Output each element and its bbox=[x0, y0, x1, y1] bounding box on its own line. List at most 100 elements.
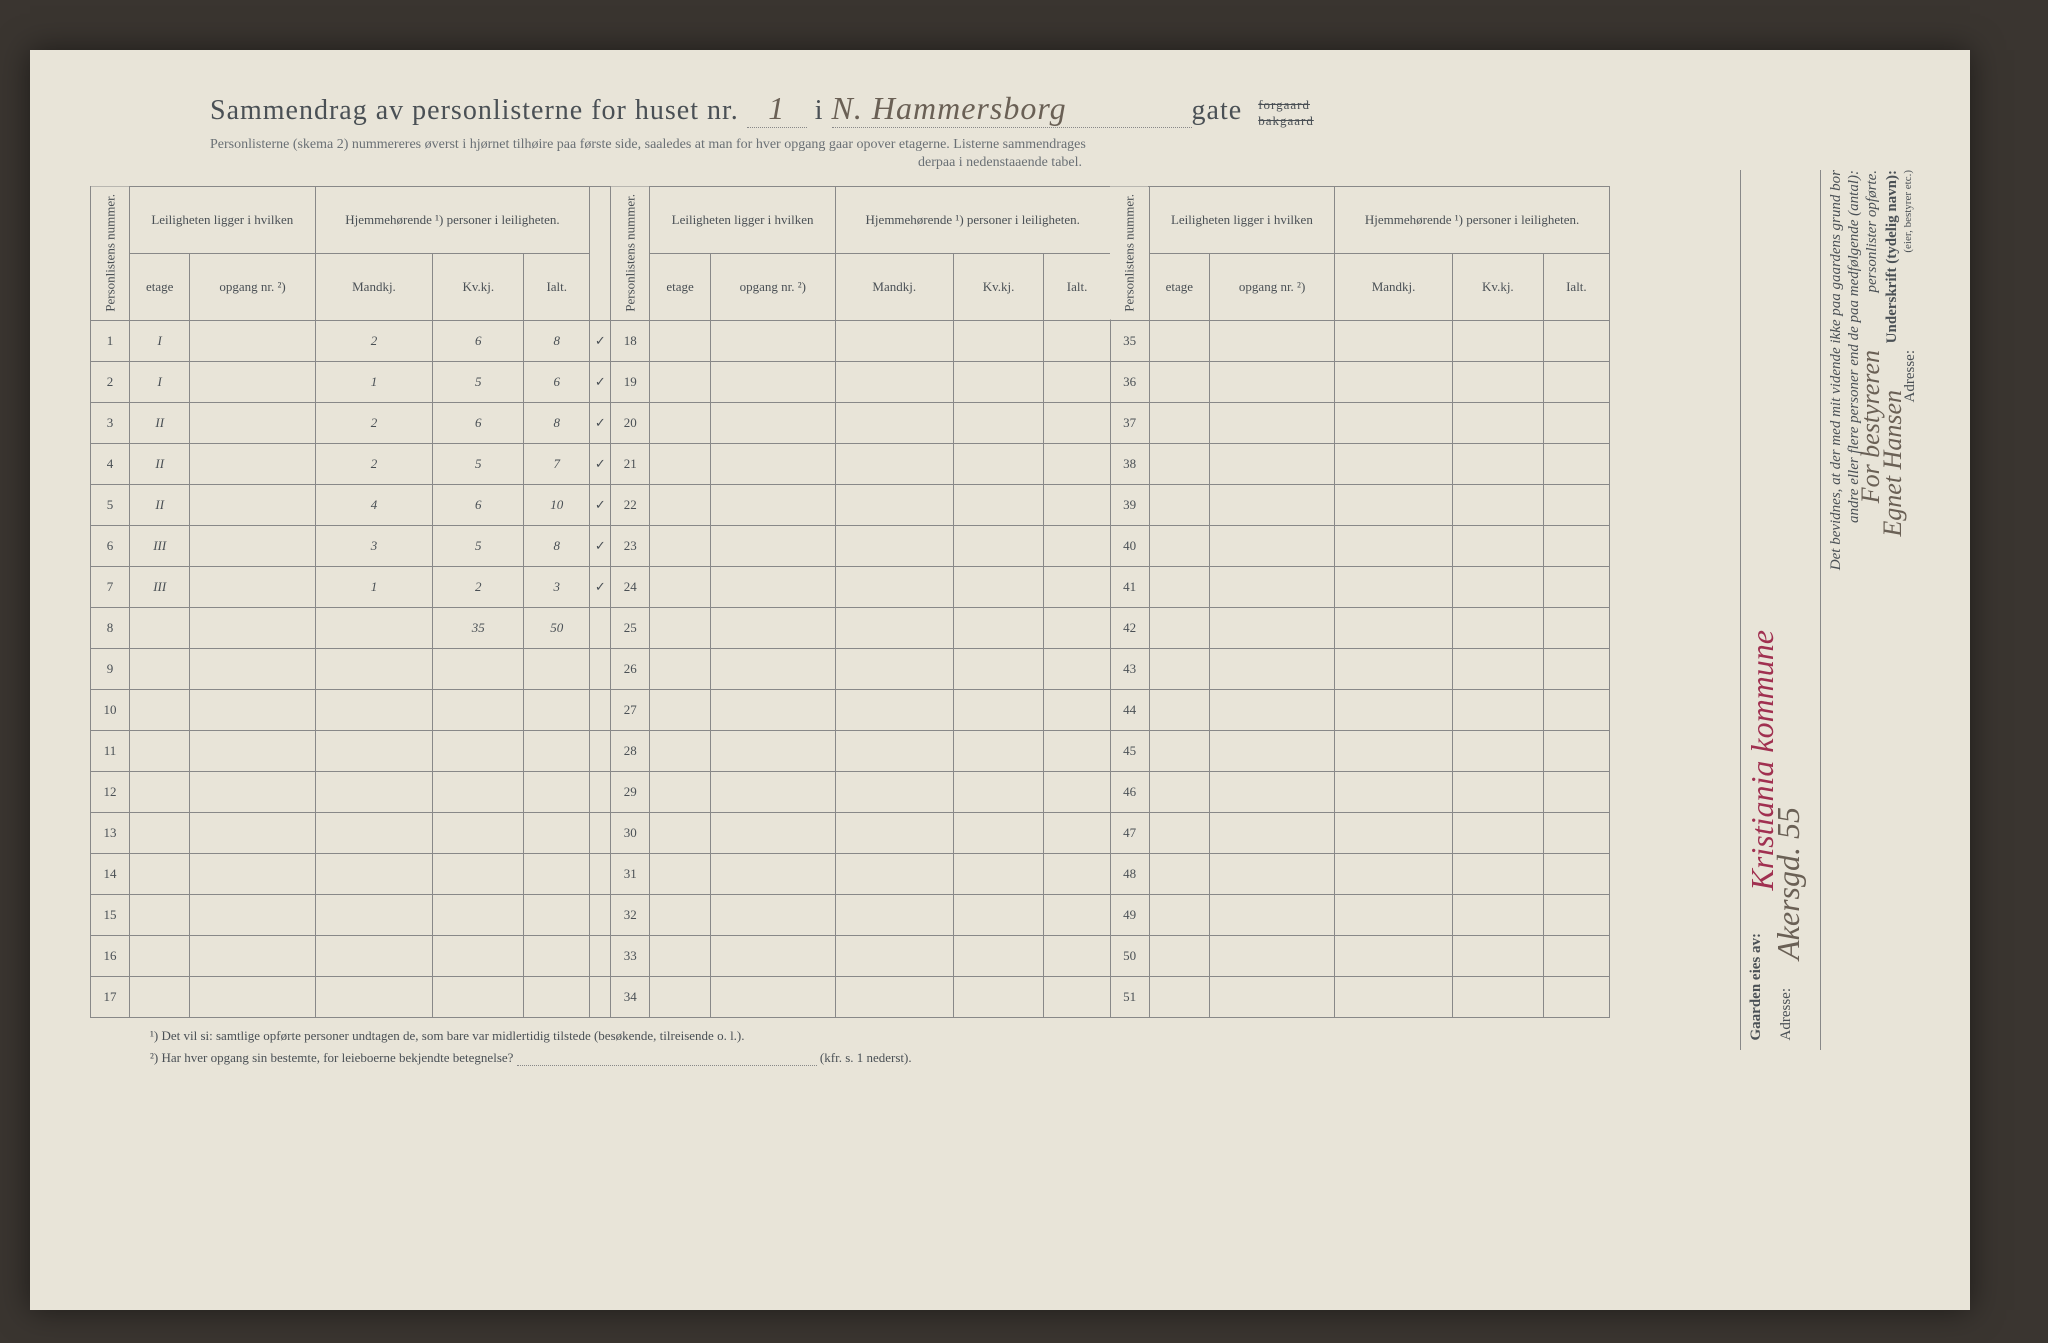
cell-empty bbox=[1044, 977, 1110, 1018]
row-num-3: 48 bbox=[1110, 854, 1149, 895]
cell-empty bbox=[1335, 690, 1453, 731]
cell-opgang bbox=[190, 772, 315, 813]
document-page: Sammendrag av personlisterne for huset n… bbox=[30, 50, 1970, 1310]
row-num-3: 41 bbox=[1110, 567, 1149, 608]
cell-check bbox=[590, 649, 611, 690]
cell-etage bbox=[130, 936, 190, 977]
cell-empty bbox=[1149, 485, 1209, 526]
cell-empty bbox=[1044, 813, 1110, 854]
cell-empty bbox=[1335, 321, 1453, 362]
table-row: 143148 bbox=[91, 854, 1610, 895]
cell-etage bbox=[130, 690, 190, 731]
cell-ialt: 7 bbox=[524, 444, 590, 485]
row-num-2: 22 bbox=[611, 485, 650, 526]
sub-kvkj-3: Kv.kj. bbox=[1452, 253, 1543, 320]
cell-empty bbox=[710, 444, 835, 485]
row-num-3: 36 bbox=[1110, 362, 1149, 403]
cell-empty bbox=[1543, 321, 1609, 362]
cell-empty bbox=[1149, 895, 1209, 936]
cell-empty bbox=[1452, 731, 1543, 772]
i-label: i bbox=[815, 95, 824, 126]
cell-ialt bbox=[524, 690, 590, 731]
cell-empty bbox=[1044, 485, 1110, 526]
cell-mandkj: 4 bbox=[315, 485, 433, 526]
row-num-3: 45 bbox=[1110, 731, 1149, 772]
row-num-1: 16 bbox=[91, 936, 130, 977]
row-num-2: 28 bbox=[611, 731, 650, 772]
cell-empty bbox=[953, 649, 1044, 690]
cell-kvkj bbox=[433, 772, 524, 813]
cell-empty bbox=[953, 608, 1044, 649]
cell-empty bbox=[1210, 485, 1335, 526]
cell-empty bbox=[1543, 567, 1609, 608]
row-num-3: 49 bbox=[1110, 895, 1149, 936]
row-num-3: 35 bbox=[1110, 321, 1149, 362]
cell-empty bbox=[835, 772, 953, 813]
cell-etage: I bbox=[130, 321, 190, 362]
cell-empty bbox=[1044, 526, 1110, 567]
cell-empty bbox=[1210, 567, 1335, 608]
forgaard-label: forgaard bbox=[1258, 97, 1310, 112]
cell-kvkj bbox=[433, 649, 524, 690]
cell-check: ✓ bbox=[590, 485, 611, 526]
cell-empty bbox=[1452, 444, 1543, 485]
sub-etage-2: etage bbox=[650, 253, 710, 320]
table-row: 133047 bbox=[91, 813, 1610, 854]
cell-empty bbox=[1452, 649, 1543, 690]
cell-empty bbox=[953, 977, 1044, 1018]
subtitle2: derpaa i nedenstaaende tabel. bbox=[90, 155, 1910, 171]
cell-empty bbox=[710, 977, 835, 1018]
cell-ialt bbox=[524, 772, 590, 813]
cell-ialt bbox=[524, 895, 590, 936]
cell-empty bbox=[710, 526, 835, 567]
right-panel: Gaarden eies av: Kristiania kommune Adre… bbox=[1740, 170, 1920, 1050]
row-num-2: 23 bbox=[611, 526, 650, 567]
cell-opgang bbox=[190, 362, 315, 403]
cell-empty bbox=[1149, 731, 1209, 772]
cell-check: ✓ bbox=[590, 567, 611, 608]
row-num-3: 51 bbox=[1110, 977, 1149, 1018]
cell-empty bbox=[1452, 977, 1543, 1018]
cell-mandkj bbox=[315, 895, 433, 936]
table-row: 173451 bbox=[91, 977, 1610, 1018]
cell-empty bbox=[1335, 526, 1453, 567]
cell-empty bbox=[953, 895, 1044, 936]
cell-empty bbox=[835, 526, 953, 567]
cell-kvkj bbox=[433, 731, 524, 772]
cell-empty bbox=[1149, 936, 1209, 977]
cell-ialt: 10 bbox=[524, 485, 590, 526]
cell-empty bbox=[1149, 772, 1209, 813]
cell-empty bbox=[1335, 772, 1453, 813]
row-num-1: 8 bbox=[91, 608, 130, 649]
cell-empty bbox=[1149, 567, 1209, 608]
cell-empty bbox=[710, 321, 835, 362]
cell-empty bbox=[953, 403, 1044, 444]
cell-mandkj: 2 bbox=[315, 444, 433, 485]
row-num-2: 19 bbox=[611, 362, 650, 403]
cell-empty bbox=[1543, 649, 1609, 690]
row-num-2: 29 bbox=[611, 772, 650, 813]
cell-empty bbox=[1149, 444, 1209, 485]
cell-empty bbox=[650, 649, 710, 690]
row-num-3: 44 bbox=[1110, 690, 1149, 731]
row-num-3: 38 bbox=[1110, 444, 1149, 485]
cell-mandkj bbox=[315, 690, 433, 731]
cell-kvkj bbox=[433, 977, 524, 1018]
row-num-1: 6 bbox=[91, 526, 130, 567]
cell-empty bbox=[650, 444, 710, 485]
cell-empty bbox=[835, 567, 953, 608]
cell-empty bbox=[650, 936, 710, 977]
row-num-2: 27 bbox=[611, 690, 650, 731]
cell-empty bbox=[650, 895, 710, 936]
cell-kvkj bbox=[433, 690, 524, 731]
row-num-3: 42 bbox=[1110, 608, 1149, 649]
cell-opgang bbox=[190, 854, 315, 895]
cell-etage: II bbox=[130, 403, 190, 444]
cell-empty bbox=[1210, 731, 1335, 772]
cell-ialt bbox=[524, 936, 590, 977]
gaarden-eies-label: Gaarden eies av: bbox=[1748, 933, 1765, 1040]
personlister-label: personlister opførte. bbox=[1864, 170, 1881, 293]
cell-empty bbox=[710, 854, 835, 895]
col-hjemmehorende-2: Hjemmehørende ¹) personer i leiligheten. bbox=[835, 186, 1110, 253]
cell-empty bbox=[650, 731, 710, 772]
